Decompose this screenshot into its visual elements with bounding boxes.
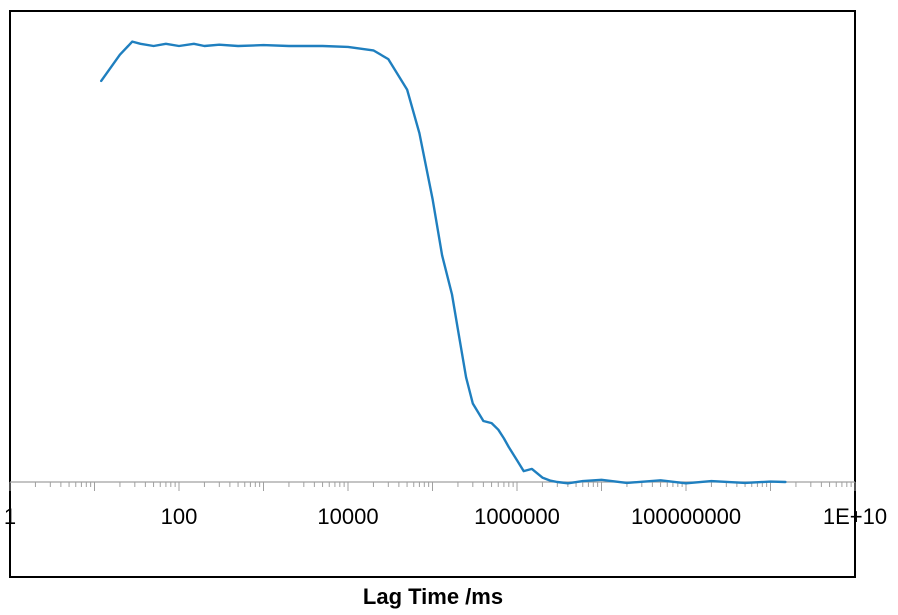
x-minor-ticks — [34, 482, 852, 487]
x-major-ticks — [9, 482, 856, 491]
x-tick-label: 10000 — [317, 504, 378, 529]
plot-frame — [9, 10, 856, 578]
x-axis-title: Lag Time /ms — [363, 584, 503, 609]
series-line — [100, 40, 787, 485]
x-tick-label: 1000000 — [474, 504, 560, 529]
x-tick-label: 100 — [161, 504, 198, 529]
x-tick-label: 1E+10 — [823, 504, 887, 529]
x-tick-label: 100000000 — [631, 504, 741, 529]
x-tick-label: 1 — [4, 504, 16, 529]
x-tick-labels: 1 100 10000 1000000 100000000 1E+10 — [4, 504, 887, 529]
